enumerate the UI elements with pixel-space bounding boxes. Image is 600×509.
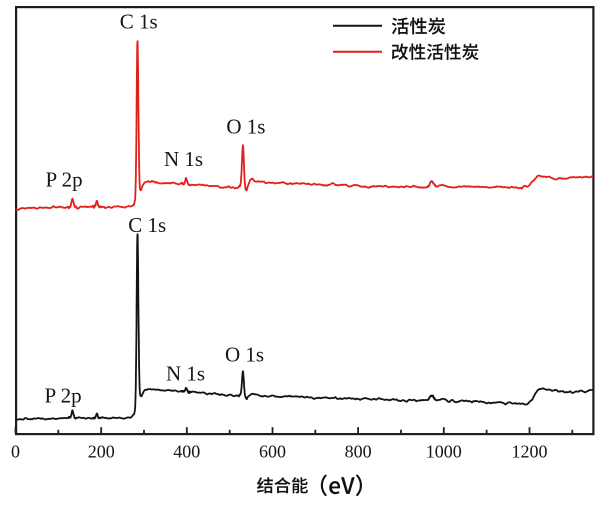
svg-text:0: 0 [11, 442, 20, 462]
svg-text:P 2p: P 2p [46, 168, 83, 192]
svg-text:1200: 1200 [512, 442, 548, 462]
svg-text:200: 200 [88, 442, 115, 462]
svg-text:O 1s: O 1s [226, 114, 265, 138]
svg-text:P 2p: P 2p [45, 384, 82, 408]
svg-text:N 1s: N 1s [164, 147, 203, 171]
svg-text:C 1s: C 1s [128, 213, 166, 237]
svg-text:800: 800 [345, 442, 372, 462]
svg-text:C 1s: C 1s [120, 9, 158, 33]
svg-text:O 1s: O 1s [225, 343, 264, 367]
svg-text:600: 600 [259, 442, 286, 462]
svg-text:1000: 1000 [426, 442, 462, 462]
svg-text:N 1s: N 1s [166, 361, 205, 385]
svg-text:400: 400 [173, 442, 200, 462]
